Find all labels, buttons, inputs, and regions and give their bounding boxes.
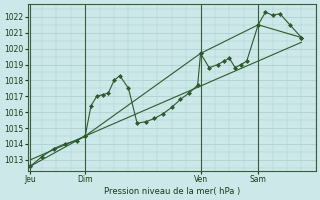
X-axis label: Pression niveau de la mer( hPa ): Pression niveau de la mer( hPa ) xyxy=(104,187,240,196)
